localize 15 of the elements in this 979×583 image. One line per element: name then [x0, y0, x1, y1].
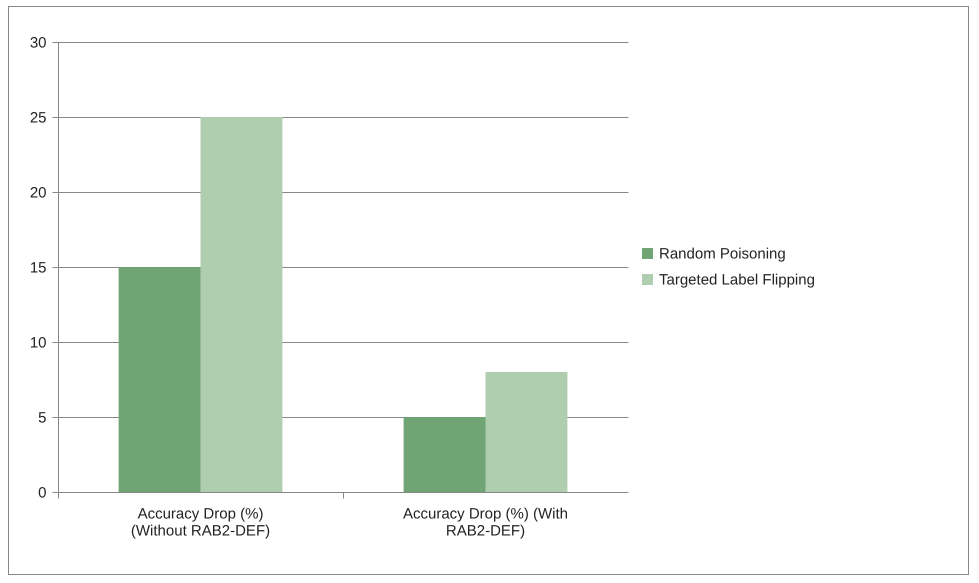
bar	[118, 267, 200, 492]
y-tick-label: 15	[30, 260, 46, 276]
bar	[486, 372, 568, 492]
y-tick-label: 10	[30, 334, 46, 352]
x-tick-label: Accuracy Drop (%) (Without RAB2-DEF)	[130, 506, 270, 540]
bar	[404, 417, 486, 492]
y-tick-label: 0	[38, 484, 46, 502]
bar	[200, 117, 282, 492]
legend-label: Random Poisoning	[659, 246, 786, 262]
y-tick-label: 20	[30, 184, 46, 202]
y-tick-label: 30	[30, 34, 46, 52]
legend-label: Targeted Label Flipping	[659, 272, 815, 288]
y-tick-label: 5	[38, 410, 46, 426]
x-tick-label: Accuracy Drop (%) (With RAB2-DEF)	[402, 506, 568, 540]
y-tick-label: 25	[30, 110, 46, 126]
